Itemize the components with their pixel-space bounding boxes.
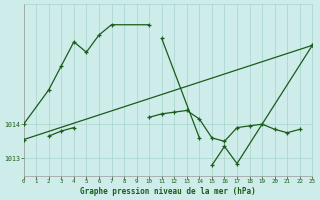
X-axis label: Graphe pression niveau de la mer (hPa): Graphe pression niveau de la mer (hPa) <box>80 187 256 196</box>
